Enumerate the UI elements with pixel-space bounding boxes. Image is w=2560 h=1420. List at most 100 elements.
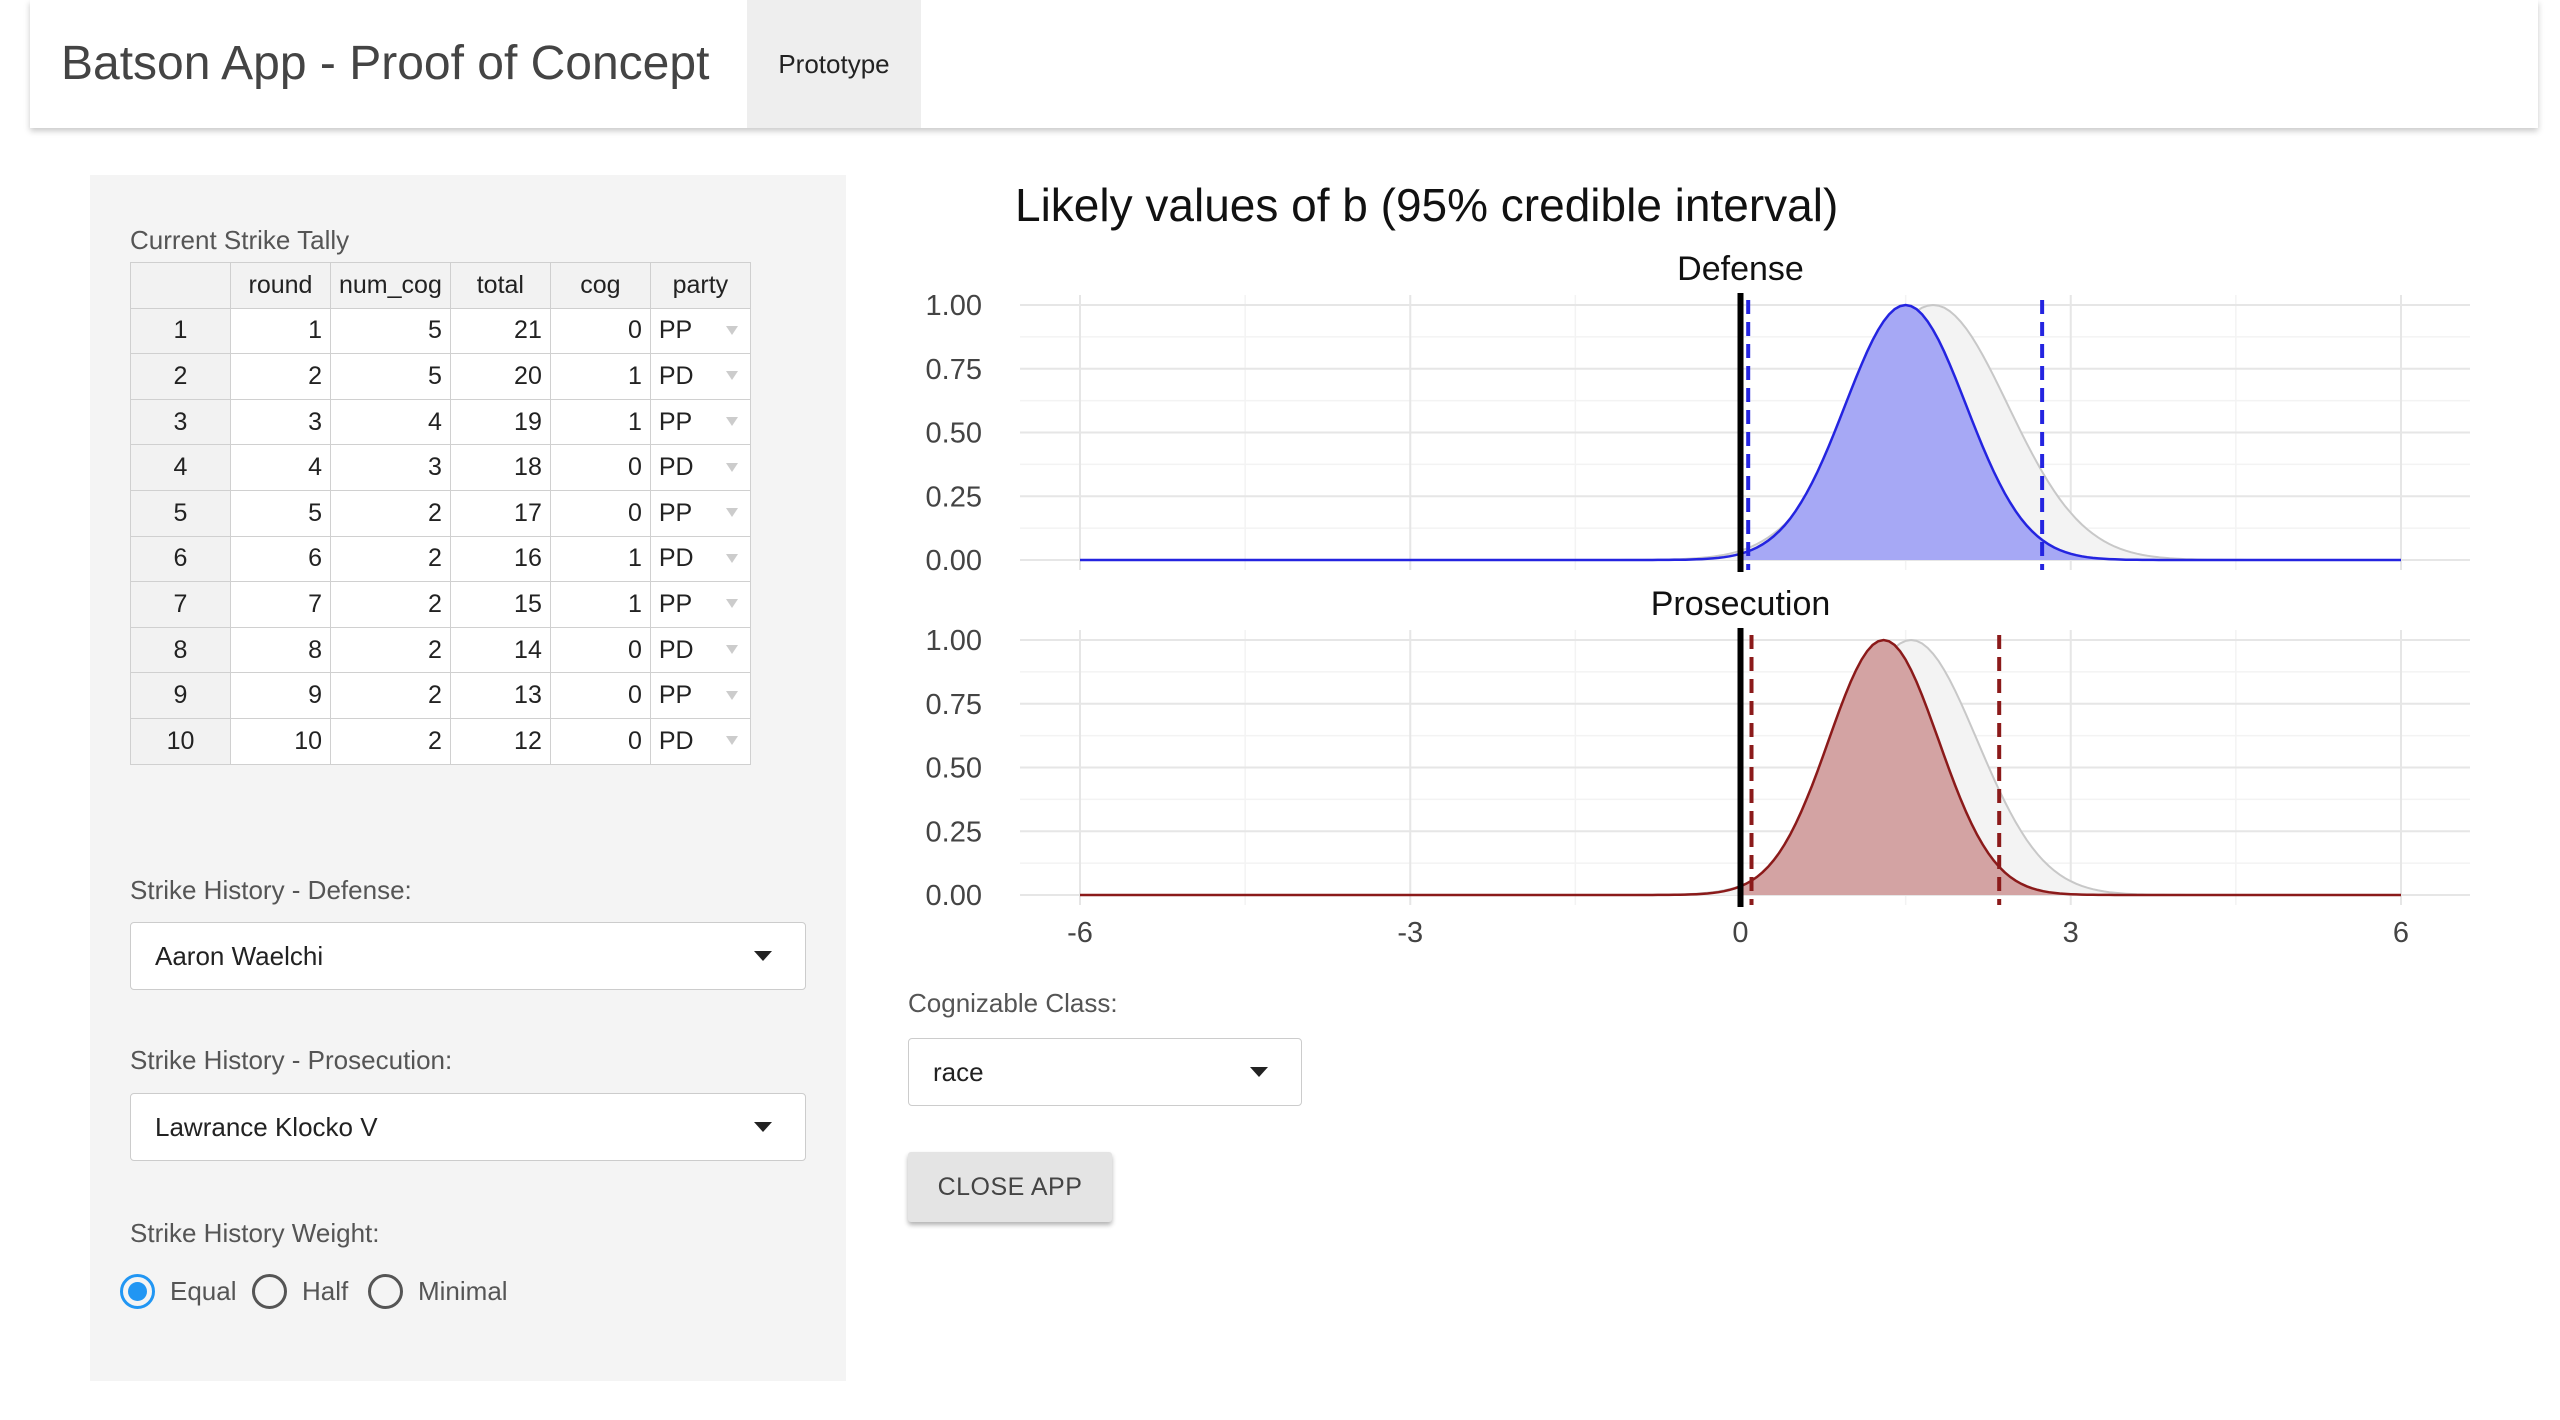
radio-weight-minimal[interactable]: Minimal [368, 1271, 508, 1311]
cell-party-value: PD [658, 453, 694, 482]
dropdown-caret-icon [725, 462, 738, 472]
cell-cog[interactable]: 0 [549, 307, 651, 355]
table-row: 4 4 3 18 0 PD [130, 444, 751, 491]
row-header: 3 [130, 398, 231, 446]
cell-total[interactable]: 21 [449, 307, 551, 355]
cell-num-cog[interactable]: 2 [330, 489, 451, 537]
column-header-total[interactable]: total [449, 262, 551, 309]
cell-total[interactable]: 18 [449, 444, 551, 491]
column-header-cog[interactable]: cog [549, 262, 651, 309]
cell-cog[interactable]: 0 [549, 672, 651, 719]
cell-total[interactable]: 14 [449, 626, 551, 674]
cell-total[interactable]: 17 [449, 489, 551, 537]
prosecution-history-label: Strike History - Prosecution: [130, 1045, 453, 1075]
cell-total[interactable]: 19 [449, 398, 551, 446]
cell-num-cog[interactable]: 3 [330, 444, 451, 491]
posterior-density-fill [1740, 640, 2401, 895]
cell-party-dropdown[interactable]: PP [649, 307, 751, 355]
y-tick-label: 1.00 [926, 625, 982, 657]
cell-round[interactable]: 6 [230, 535, 331, 583]
cell-total[interactable]: 15 [449, 581, 551, 628]
cell-cog[interactable]: 1 [549, 353, 651, 400]
dropdown-caret-icon [725, 417, 738, 427]
prosecution-history-select[interactable]: Lawrance Klocko V [130, 1093, 806, 1161]
row-header: 6 [130, 535, 231, 583]
cell-round[interactable]: 4 [230, 444, 331, 491]
app-title: Batson App - Proof of Concept [61, 37, 710, 90]
row-header: 4 [130, 444, 231, 491]
dropdown-caret-icon [725, 736, 738, 746]
cell-total[interactable]: 12 [449, 717, 551, 765]
cell-num-cog[interactable]: 2 [330, 626, 451, 674]
cell-num-cog[interactable]: 5 [330, 307, 451, 355]
cell-party-value: PP [658, 316, 693, 345]
y-tick-label: 0.25 [926, 481, 982, 513]
cell-round[interactable]: 8 [230, 626, 331, 674]
dropdown-caret-icon [725, 371, 738, 381]
cell-party-dropdown[interactable]: PD [649, 717, 751, 765]
cell-party-value: PD [658, 635, 694, 664]
cell-cog[interactable]: 0 [549, 626, 651, 674]
cognizable-class-value: race [933, 1057, 984, 1087]
cell-num-cog[interactable]: 2 [330, 535, 451, 583]
cell-cog[interactable]: 1 [549, 581, 651, 628]
table-row: 9 9 2 13 0 PP [130, 672, 751, 719]
cell-num-cog[interactable]: 4 [330, 398, 451, 446]
cell-cog[interactable]: 0 [549, 444, 651, 491]
cell-round[interactable]: 1 [230, 307, 331, 355]
cell-cog[interactable]: 0 [549, 717, 651, 765]
cell-party-dropdown[interactable]: PP [649, 489, 751, 537]
cell-party-value: PD [658, 361, 694, 390]
column-header-round[interactable]: round [230, 262, 331, 309]
table-row: 3 3 4 19 1 PP [130, 398, 751, 446]
cell-cog[interactable]: 1 [549, 398, 651, 446]
table-row: 6 6 2 16 1 PD [130, 535, 751, 583]
x-tick-label: -6 [1067, 917, 1093, 949]
cell-cog[interactable]: 1 [549, 535, 651, 583]
cell-round[interactable]: 9 [230, 672, 331, 719]
cell-round[interactable]: 7 [230, 581, 331, 628]
cell-num-cog[interactable]: 2 [330, 581, 451, 628]
cell-party-dropdown[interactable]: PD [649, 535, 751, 583]
close-app-button[interactable]: CLOSE APP [908, 1152, 1112, 1222]
x-tick-label: 6 [2393, 917, 2409, 949]
cell-round[interactable]: 5 [230, 489, 331, 537]
table-header-row: round num_cog total cog party [130, 262, 751, 309]
cell-party-dropdown[interactable]: PD [649, 353, 751, 400]
table-row: 2 2 5 20 1 PD [130, 353, 751, 400]
cognizable-class-select[interactable]: race [908, 1038, 1302, 1106]
cell-party-dropdown[interactable]: PD [649, 626, 751, 674]
defense-history-value: Aaron Waelchi [155, 941, 324, 971]
cell-total[interactable]: 16 [449, 535, 551, 583]
table-row: 7 7 2 15 1 PP [130, 581, 751, 628]
column-header-party[interactable]: party [649, 262, 751, 309]
tab-prototype[interactable]: Prototype [747, 0, 921, 128]
cell-cog[interactable]: 0 [549, 489, 651, 537]
cell-round[interactable]: 3 [230, 398, 331, 446]
cell-round[interactable]: 10 [230, 717, 331, 765]
cell-party-dropdown[interactable]: PP [649, 581, 751, 628]
cell-num-cog[interactable]: 5 [330, 353, 451, 400]
cell-party-dropdown[interactable]: PP [649, 398, 751, 446]
y-tick-label: 0.50 [926, 753, 982, 785]
dropdown-caret-icon [725, 645, 738, 655]
dropdown-caret-icon [725, 508, 738, 518]
dropdown-caret-icon [725, 325, 738, 335]
cell-round[interactable]: 2 [230, 353, 331, 400]
column-header-num-cog[interactable]: num_cog [330, 262, 451, 309]
defense-history-select[interactable]: Aaron Waelchi [130, 922, 806, 990]
cell-num-cog[interactable]: 2 [330, 717, 451, 765]
row-header: 1 [130, 307, 231, 355]
y-tick-label: 0.75 [926, 689, 982, 721]
cell-party-dropdown[interactable]: PD [649, 444, 751, 491]
cell-party-dropdown[interactable]: PP [649, 672, 751, 719]
cell-total[interactable]: 20 [449, 353, 551, 400]
table-body: 1 1 5 21 0 PP 2 2 5 20 1 PD 3 3 4 19 1 PP 4 4 3 18 0 PD 5 5 2 17 0 PP… [130, 307, 751, 765]
row-header: 7 [130, 581, 231, 628]
radio-weight-half[interactable]: Half [252, 1271, 348, 1311]
strike-tally-table: round num_cog total cog party 1 1 5 21 0 PP 2 2… [130, 262, 751, 765]
cell-num-cog[interactable]: 2 [330, 672, 451, 719]
cell-party-value: PP [658, 407, 693, 436]
cell-total[interactable]: 13 [449, 672, 551, 719]
radio-weight-equal[interactable]: Equal [120, 1271, 237, 1311]
